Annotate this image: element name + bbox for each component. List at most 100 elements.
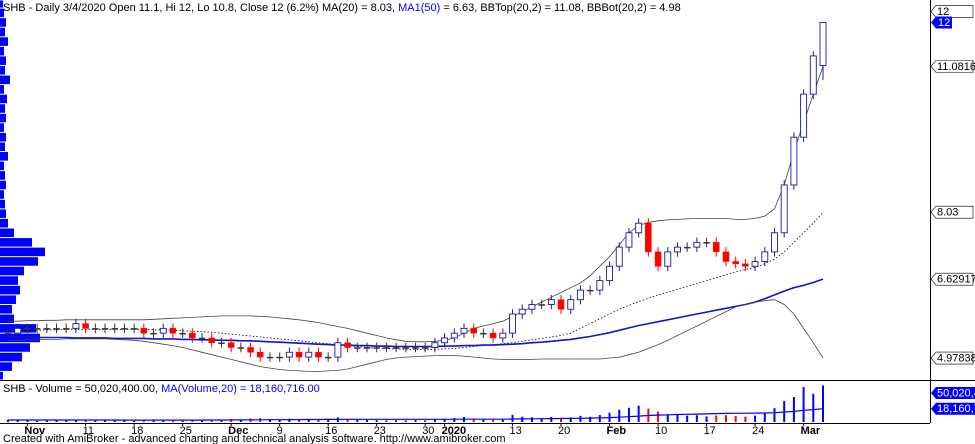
candle-body xyxy=(33,328,41,330)
y-tick-box xyxy=(930,5,974,18)
candle-body xyxy=(751,261,759,267)
candle-body xyxy=(150,332,157,335)
candle-body xyxy=(198,337,206,340)
y-tick-label: 4.97838 xyxy=(937,352,975,364)
y-tick-label: 11.0816 xyxy=(937,61,975,73)
volume-bar xyxy=(356,419,359,422)
volume-bar xyxy=(472,418,475,422)
volume-profile-bar xyxy=(0,190,4,199)
candle-body xyxy=(693,241,701,248)
volume-tick-box xyxy=(931,402,975,415)
candle-body xyxy=(334,342,342,358)
volume-bar xyxy=(307,418,310,422)
candle-body xyxy=(315,352,322,358)
volume-bar xyxy=(201,419,204,422)
volume-profile-bar xyxy=(0,352,22,362)
volume-bar xyxy=(36,420,39,422)
panel-header: SHB - Daily 3/4/2020 Open 11.1, Hi 12, L… xyxy=(3,2,681,14)
volume-bar xyxy=(210,419,213,422)
volume-bar xyxy=(482,419,485,422)
volume-ma-line xyxy=(8,408,824,421)
candle-body xyxy=(635,222,643,234)
candle-body xyxy=(586,289,594,292)
candle-body xyxy=(441,337,449,344)
volume-bar xyxy=(123,420,126,422)
candle-body xyxy=(159,327,167,334)
volume-profile-bar xyxy=(0,362,12,371)
header-part: MA1(50) xyxy=(398,2,440,14)
candle-body xyxy=(645,222,652,253)
candle-body xyxy=(722,251,730,262)
candle-body xyxy=(227,342,235,348)
x-tick-label: 11 xyxy=(83,425,94,437)
volume-bar xyxy=(84,420,87,422)
candle-body xyxy=(800,93,808,138)
indicator-line xyxy=(8,66,824,343)
volume-bar xyxy=(74,419,77,422)
volume-bar xyxy=(637,405,640,422)
volume-bar xyxy=(627,407,630,422)
candle-body xyxy=(809,55,817,95)
volume-bar xyxy=(724,415,727,422)
volume-bar xyxy=(327,419,330,422)
candle-body xyxy=(276,356,283,359)
volume-profile-bar xyxy=(0,152,8,161)
volume-profile-bar xyxy=(0,218,8,228)
volume-profile-bar xyxy=(0,171,5,180)
x-tick-label: 20 xyxy=(558,425,570,437)
y-tick-box xyxy=(930,60,974,73)
candle-body xyxy=(247,347,254,353)
candle-body xyxy=(450,332,458,339)
volume-profile-bar xyxy=(0,94,7,104)
volume-bar xyxy=(414,420,417,422)
volume-bar xyxy=(239,419,242,422)
candle-body xyxy=(625,232,633,248)
x-tick-label: 13 xyxy=(510,425,522,437)
volume-bar xyxy=(618,409,621,422)
candle-body xyxy=(305,351,313,358)
candle-body xyxy=(53,328,60,330)
volume-bar xyxy=(55,420,58,422)
volume-profile-bar xyxy=(0,123,4,132)
volume-bar xyxy=(763,412,766,422)
volume-profile-bar xyxy=(0,161,4,171)
candle-body xyxy=(819,22,827,66)
volume-bar xyxy=(113,420,116,422)
candle-body xyxy=(615,246,623,267)
volume-profile-bar xyxy=(0,104,5,113)
volume-profile-bar xyxy=(0,56,6,65)
volume-bar xyxy=(715,415,718,422)
candle-body xyxy=(567,299,575,310)
volume-bar xyxy=(802,387,805,422)
volume-profile-bar xyxy=(0,199,5,209)
candle-body xyxy=(499,332,507,339)
volume-bar xyxy=(365,420,368,422)
volume-bar xyxy=(181,420,184,422)
volume-bar xyxy=(278,419,281,422)
volume-profile-bar xyxy=(0,314,14,324)
volume-bar xyxy=(754,415,757,422)
candle-body xyxy=(713,242,720,253)
candle-body xyxy=(431,342,439,348)
volume-profile-bar xyxy=(0,180,6,190)
volume-profile-bar xyxy=(0,371,3,380)
x-tick-label: Feb xyxy=(607,425,627,437)
volume-bar xyxy=(686,415,689,422)
volume-bar xyxy=(346,419,349,422)
candle-body xyxy=(43,328,51,330)
candle-body xyxy=(344,342,351,348)
candle-body xyxy=(654,251,662,267)
candle-body xyxy=(383,347,390,349)
candle-body xyxy=(547,299,555,305)
panel-header: SHB - Volume = 50,020,400.00, MA(Volume,… xyxy=(3,383,320,395)
candle-body xyxy=(392,347,400,349)
footer: Created with AmiBroker - advanced charti… xyxy=(3,433,506,444)
x-tick-label: Dec xyxy=(228,425,248,437)
volume-profile-bar xyxy=(0,18,6,27)
candle-body xyxy=(489,332,497,339)
last-close-label: 12 xyxy=(938,17,950,29)
x-tick-label: 18 xyxy=(131,425,143,437)
candle-body xyxy=(295,352,303,358)
